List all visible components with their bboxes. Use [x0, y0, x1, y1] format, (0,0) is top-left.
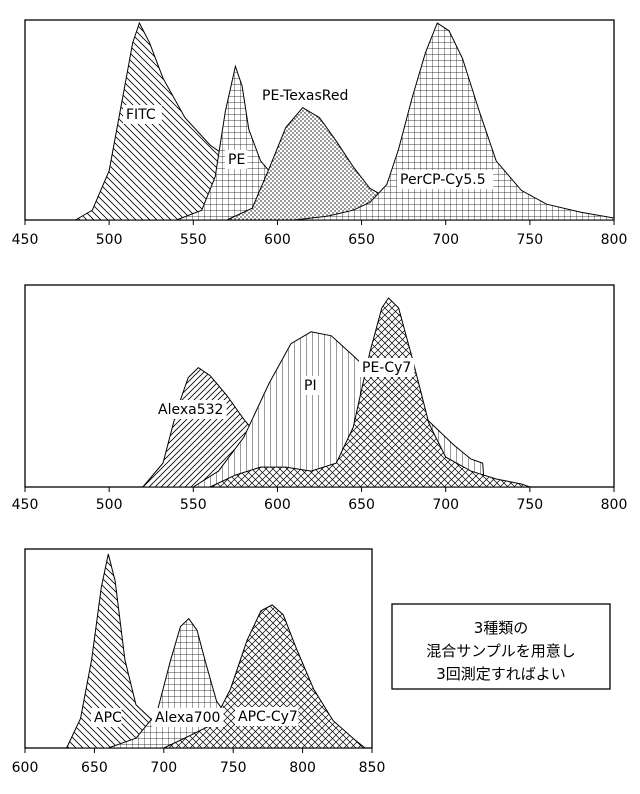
series-label-fitc: FITC	[126, 107, 156, 123]
series-label-bg	[91, 708, 122, 727]
x-tick-label: 700	[150, 760, 177, 776]
x-tick-label: 600	[264, 497, 291, 513]
x-tick-label: 500	[96, 232, 123, 248]
x-tick-label: 850	[359, 760, 386, 776]
x-tick-label: 700	[432, 497, 459, 513]
series-label-apc: APC	[94, 710, 122, 726]
series-label-bg	[301, 376, 324, 395]
x-tick-label: 650	[348, 232, 375, 248]
series-label-pi: PI	[304, 378, 317, 394]
x-tick-label: 550	[180, 232, 207, 248]
series-label-pe: PE	[228, 152, 245, 168]
series-label-pe-cy7: PE-Cy7	[362, 360, 411, 376]
series-label-bg	[397, 170, 494, 189]
note-line-1: 3種類の	[474, 619, 529, 637]
series-label-percp-cy5-5: PerCP-Cy5.5	[400, 172, 486, 188]
series-label-bg	[155, 400, 227, 419]
x-tick-label: 650	[81, 760, 108, 776]
x-tick-label: 500	[96, 497, 123, 513]
series-label-bg	[152, 708, 224, 727]
x-tick-label: 700	[432, 232, 459, 248]
series-label-bg	[225, 150, 248, 169]
x-tick-label: 800	[601, 497, 628, 513]
note-line-2: 混合サンプルを用意し	[426, 642, 576, 660]
note-box: 3種類の 混合サンプルを用意し 3回測定すればよい	[391, 603, 611, 690]
x-tick-label: 450	[12, 232, 39, 248]
series-label-pe-texasred: PE-TexasRed	[262, 88, 348, 104]
x-tick-label: 800	[289, 760, 316, 776]
x-tick-label: 600	[264, 232, 291, 248]
series-label-bg	[123, 105, 162, 124]
series-label-bg	[259, 86, 356, 105]
x-tick-label: 600	[12, 760, 39, 776]
x-tick-label: 750	[220, 760, 247, 776]
x-tick-label: 550	[180, 497, 207, 513]
x-tick-label: 750	[516, 497, 543, 513]
panel-1: FITC PE PE-TexasRed PerCP-Cy5.5 450 500 550 600…	[12, 19, 628, 248]
x-tick-label: 800	[601, 232, 628, 248]
series-label-apc-cy7: APC-Cy7	[238, 709, 298, 725]
series-area-percp-cy5-5	[294, 22, 615, 221]
panel-3: APC Alexa700 APC-Cy7 600 650 700 750 800 850	[12, 548, 386, 776]
series-label-bg	[359, 358, 415, 377]
series-label-alexa700: Alexa700	[155, 710, 220, 726]
x-tick-label: 750	[516, 232, 543, 248]
panel-2: Alexa532 PI PE-Cy7 450 500 550 600 650 700 750 800	[12, 284, 628, 513]
series-label-bg	[235, 707, 299, 726]
note-line-3: 3回測定すればよい	[436, 665, 566, 683]
series-area-pe-cy7	[209, 297, 531, 488]
x-tick-label: 650	[348, 497, 375, 513]
x-tick-label: 450	[12, 497, 39, 513]
series-label-alexa532: Alexa532	[158, 402, 223, 418]
